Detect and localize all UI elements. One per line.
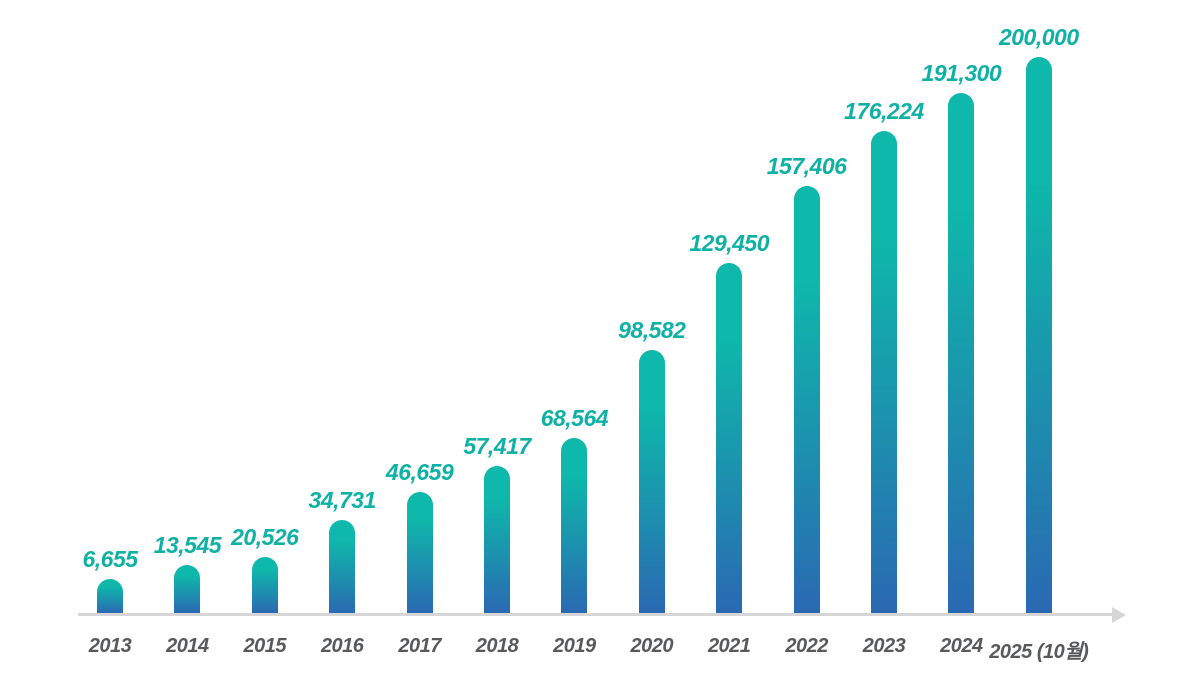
bar (174, 565, 201, 613)
bar (793, 186, 820, 613)
bar (97, 579, 123, 613)
x-axis-line (78, 613, 1112, 616)
bar-value-label: 200,000 (998, 24, 1079, 50)
bar-value-label: 34,731 (308, 487, 377, 513)
x-axis-label: 2025 (10월) (989, 641, 1089, 663)
x-axis-label: 2018 (475, 635, 519, 657)
x-axis-label: 2019 (553, 635, 596, 657)
bar (561, 438, 588, 613)
x-axis-label: 2015 (243, 635, 287, 657)
bar (638, 350, 665, 613)
bar-value-label: 98,582 (618, 317, 686, 343)
x-axis-label: 2016 (320, 635, 364, 657)
x-axis-label: 2017 (398, 635, 441, 657)
bar (484, 466, 510, 613)
bar (406, 492, 433, 613)
bar (871, 131, 897, 613)
x-axis-label: 2014 (166, 635, 209, 657)
x-axis-label: 2021 (707, 635, 751, 657)
bar (251, 557, 278, 613)
bar-value-label: 57,417 (463, 433, 531, 459)
x-axis-label: 2020 (630, 635, 674, 657)
bar (948, 93, 975, 613)
bar-value-label: 20,526 (231, 524, 299, 550)
x-axis-label: 2022 (785, 635, 828, 657)
bar-value-label: 157,406 (766, 153, 847, 179)
x-axis-label: 2024 (940, 635, 983, 657)
bar (716, 263, 743, 613)
bar-value-label: 191,300 (921, 60, 1002, 86)
bar-value-label: 129,450 (689, 230, 769, 256)
bar-value-label: 68,564 (540, 405, 609, 431)
bar-value-label: 46,659 (385, 459, 454, 485)
bar-value-label: 176,224 (844, 98, 924, 124)
bar-value-label: 13,545 (153, 532, 222, 558)
bar (1025, 57, 1052, 613)
x-axis-arrow-icon (1112, 606, 1126, 623)
bar (329, 520, 356, 613)
x-axis-label: 2013 (88, 635, 132, 657)
x-axis-label: 2023 (862, 635, 906, 657)
bar-value-label: 6,655 (82, 546, 138, 572)
